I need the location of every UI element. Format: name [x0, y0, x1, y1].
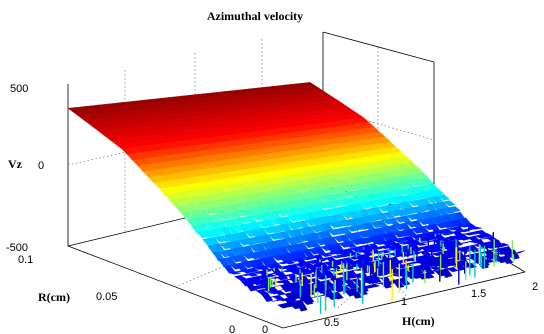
h-tick-label-2: 2: [532, 281, 538, 293]
z-tick-label-max: 500: [10, 83, 28, 95]
surface-patch: [458, 229, 470, 233]
surface-patch: [273, 290, 286, 296]
surface-patch: [372, 199, 385, 207]
surface-patch: [228, 210, 241, 219]
surface-patch: [349, 251, 362, 257]
r-tick-label-0.05: 0.05: [96, 291, 117, 303]
surface-patch: [365, 200, 379, 209]
surface-patch: [329, 269, 341, 272]
surface-patch: [417, 226, 430, 234]
surface-patch: [274, 275, 288, 281]
surface-patch: [390, 189, 404, 197]
surface-patch: [367, 283, 381, 288]
surface-patch: [224, 256, 237, 265]
surface-patch: [501, 255, 514, 265]
surface-patch: [243, 237, 256, 246]
surface-patch: [246, 267, 260, 273]
floor-front-edge: [67, 245, 526, 329]
surface-patch: [226, 225, 240, 234]
surface-patch: [448, 206, 461, 213]
surface-patch: [375, 271, 388, 275]
surface-patch: [286, 222, 299, 230]
surface-patch: [422, 272, 435, 279]
r-axis-label: R(cm): [38, 290, 70, 304]
surface-patch: [283, 260, 296, 265]
surface-patch: [338, 178, 351, 186]
surface-patch: [382, 211, 396, 219]
surface-patch: [440, 232, 452, 236]
h-tick-label-1: 1: [401, 296, 407, 308]
z-tick-label-zero: 0: [38, 160, 44, 172]
surface-patch: [224, 184, 238, 191]
r-tick-label-0.1: 0.1: [18, 254, 33, 266]
surface-noise-spikes: [266, 227, 515, 314]
z-tick-label-min: -500: [6, 242, 28, 254]
surface-patch: [337, 192, 350, 200]
surface-patch: [299, 270, 313, 275]
h-axis-label: H(cm): [402, 314, 435, 328]
surface-patch: [443, 200, 456, 207]
z-axis-label: Vz: [8, 157, 23, 171]
surface-patch: [319, 253, 333, 257]
surface-patch: [261, 292, 274, 302]
surface-patch: [392, 278, 405, 289]
surface-patch: [414, 242, 427, 246]
r-tick-label-0: 0: [229, 324, 235, 334]
surface-patch: [349, 287, 363, 299]
surface-patch: [245, 282, 258, 292]
surface-patch: [246, 272, 259, 277]
surface-patch: [291, 236, 304, 244]
surface-patch: [496, 242, 510, 247]
surface-patch: [411, 166, 424, 174]
surface-patch: [295, 299, 308, 312]
h-tick-label-0.5: 0.5: [324, 317, 339, 329]
surface-patch: [400, 208, 414, 216]
surface-patch: [301, 256, 315, 261]
surface-patch: [442, 207, 455, 214]
surface-patch: [344, 240, 357, 248]
surface-patch: [301, 298, 314, 305]
surface-patch: [331, 291, 344, 300]
surface-patch: [470, 226, 483, 230]
surface-patch: [208, 229, 221, 237]
surface-patch: [417, 266, 429, 271]
surface-patch: [344, 284, 357, 287]
surface-patch: [432, 189, 445, 196]
surface-patch: [229, 271, 241, 275]
h-tick-label-1.5: 1.5: [471, 288, 486, 300]
surface-patch: [413, 206, 426, 213]
surface-patch: [513, 250, 526, 255]
velocity-surface: [67, 82, 526, 312]
surface-patch: [263, 219, 276, 227]
chart-title: Azimuthal velocity: [207, 9, 303, 23]
surface-patch: [362, 280, 375, 284]
surface-patch: [364, 215, 377, 223]
h-tick-label-0: 0: [262, 324, 268, 334]
surface-patch: [400, 156, 413, 163]
surface-patch: [324, 201, 337, 209]
surface-patch: [437, 194, 451, 201]
surface-patch: [210, 214, 223, 222]
